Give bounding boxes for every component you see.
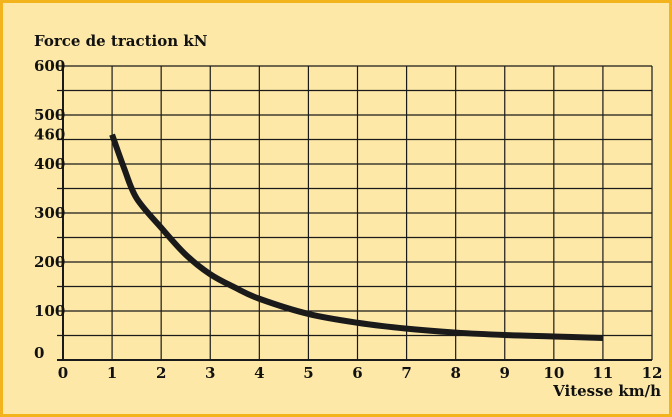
- x-tick-label: 7: [401, 364, 411, 382]
- x-tick-label: 11: [592, 364, 613, 382]
- x-tick-label: 10: [543, 364, 564, 382]
- x-tick-label: 6: [352, 364, 362, 382]
- y-tick-label: 300: [34, 204, 65, 222]
- x-tick-label: 12: [642, 364, 663, 382]
- y-axis-title: Force de traction kN: [34, 32, 208, 50]
- y-tick-label: 600: [34, 57, 65, 75]
- y-tick-label: 100: [34, 302, 65, 320]
- grid: [57, 65, 653, 361]
- x-tick-label: 5: [303, 364, 313, 382]
- y-tick-label: 500: [34, 106, 65, 124]
- series: [109, 133, 604, 341]
- y-tick-label: 400: [34, 155, 65, 173]
- x-tick-label: 0: [58, 364, 68, 382]
- series-line: [109, 133, 604, 341]
- x-tick-label: 4: [254, 364, 264, 382]
- x-tick-label: 2: [156, 364, 166, 382]
- x-tick-label: 1: [107, 364, 117, 382]
- y-tick-label: 200: [34, 253, 65, 271]
- x-tick-label: 3: [205, 364, 215, 382]
- y-tick-label: 460: [34, 126, 65, 144]
- x-tick-label: 9: [500, 364, 510, 382]
- x-tick-label: 8: [450, 364, 460, 382]
- y-tick-label: 0: [34, 344, 44, 362]
- x-axis-title: Vitesse km/h: [552, 382, 661, 400]
